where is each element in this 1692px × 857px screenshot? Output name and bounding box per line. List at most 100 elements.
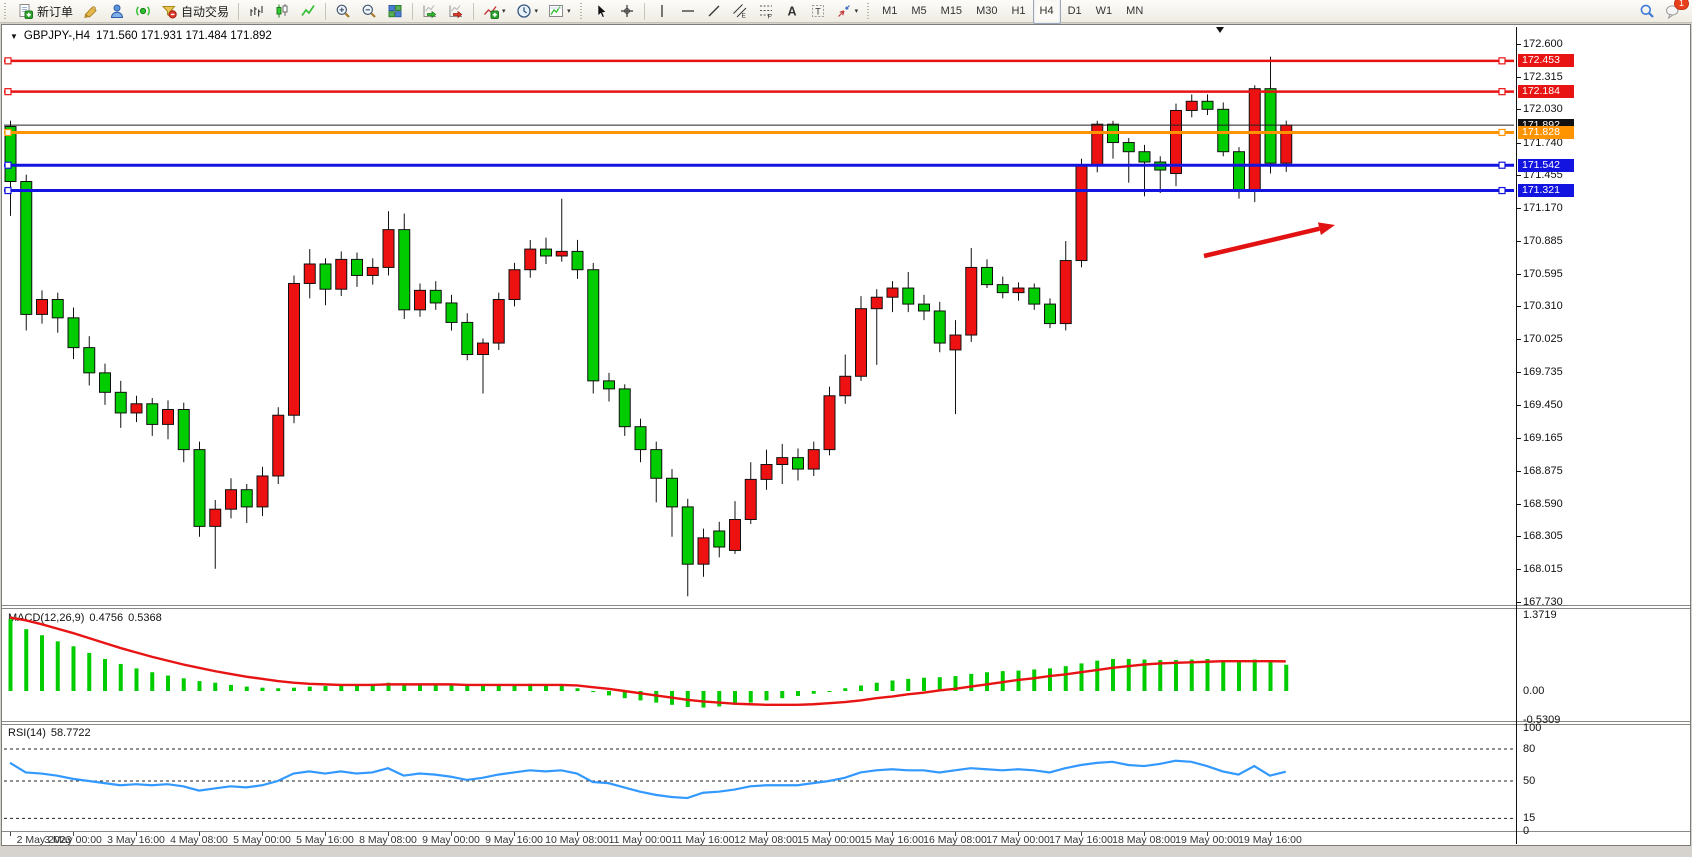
timeframe-W1-button[interactable]: W1: [1095, 5, 1113, 17]
label-button[interactable]: T: [806, 0, 830, 22]
candle: [272, 414, 285, 477]
timeframe-H1-button[interactable]: H1: [1011, 5, 1026, 17]
chart-bars-icon: [250, 6, 263, 17]
panel-splitter[interactable]: [2, 605, 1690, 606]
crosshair-icon: [620, 5, 633, 17]
macd-histogram-bar: [922, 677, 926, 691]
chart-shift-button[interactable]: [444, 0, 468, 22]
time-tick-label: 2 May 2023: [16, 834, 72, 846]
timeframe-M5-button[interactable]: M5: [911, 5, 927, 17]
zoom-out-button[interactable]: [357, 0, 381, 22]
panel-splitter[interactable]: [2, 724, 1690, 725]
price-tick-label: 172.600: [1523, 38, 1563, 50]
candlestick-chart-button[interactable]: [270, 0, 294, 22]
macd-histogram-bar: [433, 684, 438, 691]
autotrading-button[interactable]: 自动交易: [157, 0, 233, 22]
macd-histogram-bar: [843, 688, 848, 691]
horizontal-level-line[interactable]: [4, 161, 1514, 169]
crosshair-button[interactable]: [615, 0, 639, 22]
candle: [303, 263, 316, 284]
timeframe-M15-button[interactable]: M15: [940, 5, 963, 17]
dropdown-caret-icon[interactable]: ▾: [854, 8, 859, 15]
main-chart-plot[interactable]: [2, 25, 1516, 605]
chat-button[interactable]: 1: [1661, 0, 1689, 22]
time-tick-label: 4 May 08:00: [170, 834, 228, 846]
search-button[interactable]: [1635, 0, 1659, 22]
text-button[interactable]: A: [780, 0, 804, 22]
indicators-button[interactable]: ▾: [479, 0, 510, 22]
macd-axis-label: 1.3719: [1523, 609, 1557, 622]
svg-text:E: E: [741, 13, 746, 20]
horizontal-line-button[interactable]: [676, 0, 700, 22]
macd-histogram-bar: [890, 680, 895, 691]
macd-histogram-bar: [40, 635, 44, 691]
price-tick-label: 170.025: [1523, 333, 1563, 345]
bar-chart-button[interactable]: [244, 0, 268, 22]
horizontal-level-line[interactable]: [4, 186, 1514, 195]
arrows-button[interactable]: ▾: [832, 0, 863, 22]
signals-button[interactable]: [131, 0, 155, 22]
profile-button[interactable]: [105, 0, 129, 22]
candle: [114, 391, 127, 414]
macd-histogram-bar: [87, 652, 92, 691]
auto-scroll-button[interactable]: [418, 0, 442, 22]
candle: [697, 537, 710, 565]
new-order-button[interactable]: 新订单: [13, 0, 77, 22]
dropdown-caret-icon[interactable]: ▾: [567, 8, 571, 15]
macd-histogram-bar: [71, 646, 76, 691]
candle: [1122, 142, 1135, 153]
quick-trade-toggle-icon[interactable]: ▼: [10, 31, 18, 41]
macd-histogram-bar: [811, 691, 816, 694]
candle: [4, 125, 17, 182]
arrows-icon: [837, 5, 850, 17]
macd-plot[interactable]: [2, 609, 1516, 721]
templates-button[interactable]: ▾: [544, 0, 575, 22]
horizontal-level-line[interactable]: [4, 128, 1514, 137]
toolbar-grip[interactable]: [867, 3, 872, 19]
tile-windows-button[interactable]: [383, 0, 407, 22]
panel-splitter[interactable]: [2, 608, 1690, 609]
chart-shift-marker[interactable]: [1216, 27, 1224, 33]
rsi-plot[interactable]: [2, 725, 1516, 831]
timeframe-H4-button[interactable]: H4: [1032, 0, 1061, 24]
toolbar-grip[interactable]: [579, 3, 584, 19]
horizontal-level-line[interactable]: [4, 57, 1514, 65]
macd-histogram-bar: [213, 682, 218, 691]
macd-histogram-bar: [512, 684, 517, 691]
horizontal-level-line[interactable]: [4, 88, 1514, 96]
price-tick-label: 168.305: [1523, 530, 1563, 543]
macd-histogram-bar: [654, 691, 659, 703]
candle: [414, 289, 426, 311]
price-tick-label: 168.015: [1523, 563, 1563, 576]
panel-splitter[interactable]: [2, 721, 1690, 722]
macd-histogram-bar: [701, 691, 706, 708]
macd-histogram-bar: [827, 691, 832, 692]
channel-button[interactable]: E: [728, 0, 752, 22]
trendline-button[interactable]: [702, 0, 726, 22]
cursor-button[interactable]: [589, 0, 613, 22]
styler-button[interactable]: [79, 0, 103, 22]
timeframe-MN-button[interactable]: MN: [1126, 5, 1144, 17]
line-chart-button[interactable]: [296, 0, 320, 22]
trend-arrow-annotation[interactable]: [1203, 222, 1335, 259]
time-tick-mark: [703, 832, 704, 836]
candle: [902, 287, 915, 305]
timeframe-M30-button[interactable]: M30: [976, 5, 998, 17]
timeframe-D1-button[interactable]: D1: [1067, 5, 1082, 17]
svg-text:F: F: [767, 14, 771, 20]
periods-button[interactable]: ▾: [512, 0, 543, 22]
rsi-axis-label: 15: [1523, 812, 1536, 825]
dropdown-caret-icon[interactable]: ▾: [534, 8, 539, 15]
vertical-line-button[interactable]: [650, 0, 674, 22]
timeframe-M1-button[interactable]: M1: [882, 5, 898, 17]
dropdown-caret-icon[interactable]: ▾: [502, 8, 506, 15]
candle: [319, 263, 332, 290]
macd-histogram-bar: [166, 675, 170, 691]
time-tick-mark: [640, 832, 641, 836]
candle: [193, 449, 206, 527]
toolbar-grip[interactable]: [4, 3, 8, 19]
time-tick-label: 15 May 00:00: [797, 834, 861, 846]
fibonacci-button[interactable]: F: [754, 0, 778, 22]
candle: [855, 308, 867, 377]
zoom-in-button[interactable]: [331, 0, 355, 22]
